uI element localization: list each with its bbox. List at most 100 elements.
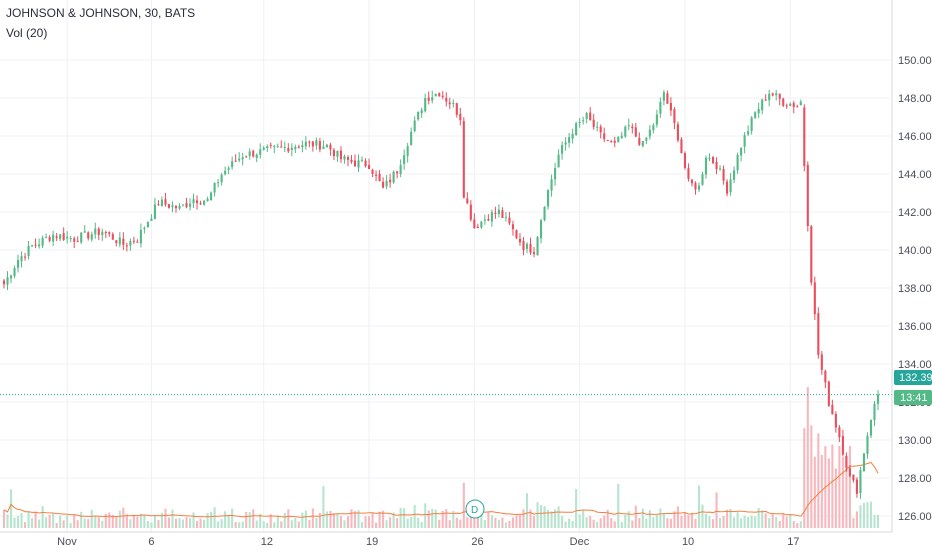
- volume-bar: [459, 519, 462, 528]
- candle-body: [325, 144, 328, 148]
- candle-body: [143, 227, 146, 229]
- candle-body: [708, 157, 711, 159]
- candle-body: [178, 205, 181, 209]
- volume-bar: [297, 521, 300, 528]
- volume-bar: [862, 502, 866, 528]
- volume-bar: [115, 516, 118, 528]
- candle-body: [855, 479, 858, 494]
- candle-body: [66, 236, 69, 239]
- candle-body: [585, 113, 588, 119]
- volume-bar: [167, 517, 171, 528]
- volume-bar: [87, 519, 90, 528]
- candle-body: [634, 127, 637, 137]
- volume-bar: [304, 510, 307, 528]
- volume-bar: [743, 515, 746, 528]
- volume-bar: [195, 521, 199, 528]
- candle-body: [108, 232, 111, 234]
- candle-body: [269, 144, 272, 146]
- candle-body: [561, 144, 564, 154]
- volume-bar: [669, 518, 672, 528]
- volume-bar: [336, 514, 339, 528]
- volume-bar: [259, 513, 262, 528]
- candle-body: [547, 189, 550, 207]
- candle-body: [466, 198, 469, 204]
- volume-bar: [648, 510, 651, 528]
- x-axis[interactable]: Nov 6 12 19 26 Dec 10 17: [57, 536, 799, 548]
- candle-body: [532, 252, 536, 255]
- candle-body: [188, 203, 192, 207]
- volume-bar: [487, 512, 490, 528]
- volume-bar: [438, 519, 441, 528]
- candle-body: [332, 149, 335, 157]
- volume-bar: [529, 509, 532, 528]
- volume-bar: [9, 489, 13, 528]
- y-axis[interactable]: 126.00128.00130.00132.00134.00136.00138.…: [898, 55, 932, 523]
- volume-bar: [315, 517, 318, 528]
- candle-body: [813, 282, 816, 315]
- candle-body: [785, 105, 788, 107]
- volume-bar: [16, 516, 20, 528]
- volume-bar: [283, 512, 286, 528]
- candle-body: [624, 126, 627, 137]
- volume-bar: [73, 513, 76, 528]
- x-tick-label: Dec: [570, 536, 590, 548]
- price-tag-bg: [894, 370, 932, 385]
- candle-body: [385, 180, 388, 187]
- volume-bar: [343, 520, 346, 528]
- volume-bar: [220, 519, 223, 528]
- candle-body: [290, 147, 293, 150]
- candle-body: [329, 144, 332, 150]
- volume-bar: [652, 517, 655, 528]
- volume-bar: [687, 515, 690, 528]
- candle-body: [701, 174, 704, 185]
- candle-body: [529, 243, 532, 253]
- candle-body: [13, 268, 16, 277]
- candle-body: [280, 146, 283, 148]
- volume-bar: [697, 485, 701, 528]
- volume-bar: [768, 518, 771, 528]
- x-tick-label: 12: [261, 536, 273, 548]
- candle-body: [199, 203, 202, 205]
- volume-bar: [803, 428, 806, 528]
- candle-body: [543, 206, 546, 221]
- volume-bar: [638, 518, 641, 528]
- volume-bar: [511, 517, 515, 528]
- candle-body: [353, 160, 357, 167]
- candle-body: [483, 219, 486, 221]
- candle-body: [831, 404, 834, 415]
- volume-bar: [480, 513, 483, 528]
- volume-bar: [704, 513, 708, 528]
- volume-bar: [76, 520, 79, 528]
- candle-body: [806, 164, 809, 226]
- candle-body: [648, 129, 651, 137]
- candle-body: [873, 403, 876, 421]
- volume-bar: [620, 522, 623, 528]
- candle-body: [6, 277, 9, 285]
- candle-body: [118, 237, 121, 245]
- candle-body: [76, 241, 79, 243]
- candle-body: [238, 158, 241, 161]
- candle-body: [287, 148, 290, 152]
- volume-bar: [613, 521, 616, 528]
- candle-body: [494, 212, 497, 214]
- candle-body: [396, 171, 399, 174]
- volume-bar: [589, 515, 592, 528]
- volume-bar: [378, 511, 381, 528]
- y-tick-label: 142.00: [898, 207, 932, 219]
- candle-body: [683, 153, 687, 168]
- candle-body: [631, 126, 634, 129]
- candle-body: [603, 133, 606, 140]
- volume-bar: [357, 510, 360, 528]
- candle-body: [568, 137, 571, 143]
- candle-body: [417, 111, 420, 120]
- volume-bar: [550, 511, 553, 528]
- candle-body: [403, 155, 406, 164]
- candle-body: [9, 275, 13, 279]
- candle-body: [171, 205, 174, 208]
- candle-body: [16, 260, 20, 268]
- volume-bar: [224, 511, 227, 528]
- candle-body: [297, 146, 300, 148]
- dividend-event-marker[interactable]: D: [465, 499, 485, 519]
- candle-body: [473, 219, 476, 229]
